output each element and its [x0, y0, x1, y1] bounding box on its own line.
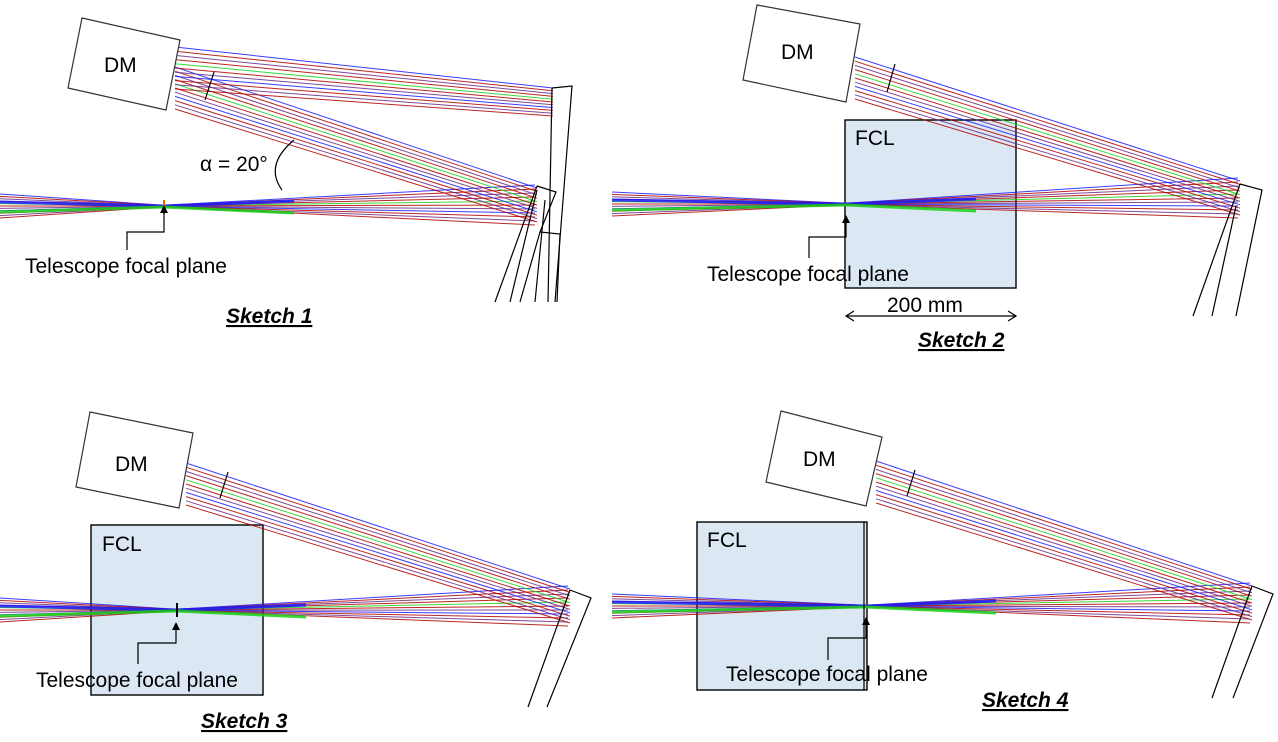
sketch-3-dm-box [75, 411, 194, 509]
sketch-1-angle-label: α = 20° [200, 153, 268, 176]
sketch-3: DM FCL Telescope focal plane Sketch 3 [0, 411, 592, 733]
sketch-2-dm-box [742, 4, 861, 103]
sketch-1-dm-label: DM [104, 54, 137, 77]
sketch-4-focal-label: Telescope focal plane [726, 663, 928, 686]
sketch-4: DM FCL Telescope focal plane Sketch 4 [611, 410, 1274, 712]
sketch-1-dm-box [67, 17, 181, 111]
sketch-2-fcl-label: FCL [855, 127, 895, 150]
sketch-2-focal-label: Telescope focal plane [707, 263, 909, 286]
sketch-1-mirror [494, 85, 573, 303]
sketch-2-mirror [1192, 183, 1263, 317]
sketch-3-title: Sketch 3 [201, 710, 288, 733]
sketch-2-title: Sketch 2 [918, 329, 1005, 352]
sketch-1-focal-leader [126, 212, 165, 250]
sketch-3-dm-label: DM [115, 453, 148, 476]
sketch-4-dm-box [765, 410, 883, 507]
sketch-1-focal-label: Telescope focal plane [25, 255, 227, 278]
sketch-3-rays [0, 462, 571, 627]
sketch-4-rays [611, 460, 1253, 624]
sketch-4-fcl-label: FCL [707, 529, 747, 552]
sketch-4-focal-leader [827, 624, 867, 660]
sketch-3-focal-label: Telescope focal plane [36, 669, 238, 692]
sketch-1-rays [0, 46, 554, 226]
sketch-3-focal-leader [137, 629, 177, 664]
sketch-4-title: Sketch 4 [982, 689, 1069, 712]
sketch-3-fcl-label: FCL [102, 533, 142, 556]
sketch-1: DM α = 20° Telescope focal plane Sketch … [0, 17, 573, 328]
sketch-2-rays [611, 56, 1241, 219]
sketch-2-dm-label: DM [781, 41, 814, 64]
sketch-4-dm-label: DM [803, 448, 836, 471]
sketch-3-mirror [527, 589, 592, 708]
sketch-2: DM FCL Telescope focal plane 200 mm Sket… [611, 4, 1263, 352]
sketch-4-mirror [1211, 585, 1274, 699]
sketch-2-focal-leader [808, 222, 847, 258]
sketch-1-angle-arc [274, 139, 295, 191]
sketch-1-title: Sketch 1 [226, 305, 312, 328]
sketch-2-dimension-label: 200 mm [887, 294, 963, 317]
